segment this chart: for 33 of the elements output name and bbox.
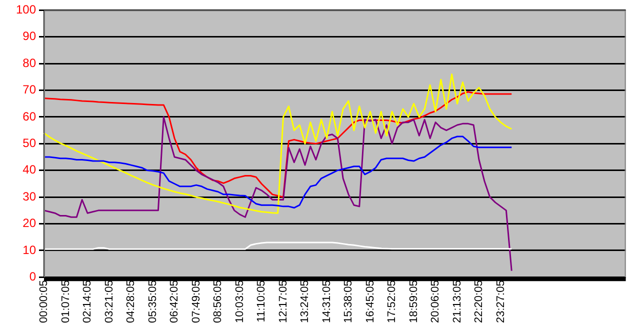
x-tick-label: 23:27:05 — [494, 280, 507, 324]
x-tick-label: 11:10:05 — [256, 280, 268, 322]
y-tick-label: 10 — [22, 242, 36, 257]
x-tick-label: 14:31:05 — [320, 280, 333, 324]
x-tick-label: 12:17:05 — [277, 280, 290, 324]
x-tick-label: 20:06:05 — [430, 280, 442, 324]
x-tick-label: 17:52:05 — [386, 280, 398, 324]
x-tick-label: 22:20:05 — [473, 280, 486, 324]
x-tick-label: 18:59:05 — [408, 280, 420, 324]
x-tick-label: 04:28:05 — [125, 280, 138, 324]
x-tick-label: 08:56:05 — [212, 280, 224, 324]
x-tick-label: 06:42:05 — [168, 280, 181, 324]
y-tick-label: 80 — [22, 56, 36, 70]
y-tick-label: 0 — [29, 269, 36, 284]
x-tick-label: 07:49:05 — [190, 280, 202, 324]
x-tick-label: 13:24:05 — [299, 280, 312, 324]
y-tick-label: 100 — [16, 2, 36, 17]
x-tick-label: 16:45:05 — [364, 280, 376, 324]
y-tick-label: 70 — [22, 82, 36, 97]
y-tick-label: 50 — [22, 136, 36, 150]
y-tick-label: 90 — [22, 29, 36, 44]
y-tick-label: 20 — [22, 216, 36, 230]
x-tick-label: 10:03:05 — [234, 280, 246, 324]
x-tick-label: 03:21:05 — [103, 280, 116, 324]
x-tick-label: 15:38:05 — [342, 280, 355, 324]
x-tick-label: 05:35:05 — [146, 280, 159, 324]
y-tick-label: 60 — [22, 109, 36, 124]
x-tick-label: 02:14:05 — [82, 280, 94, 324]
y-tick-label: 30 — [22, 189, 36, 204]
x-tick-label: 01:07:05 — [60, 280, 72, 324]
x-tick-label: 00:00:05 — [38, 280, 50, 324]
y-tick-label: 40 — [22, 162, 36, 177]
x-tick-label: 21:13:05 — [451, 280, 464, 324]
